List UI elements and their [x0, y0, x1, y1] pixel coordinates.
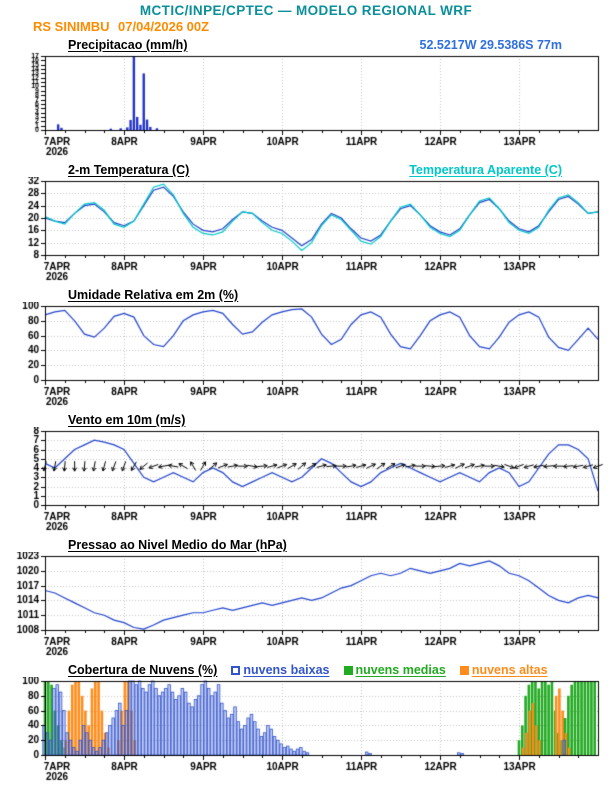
panel-title-precipitation: Precipitacao (mm/h) — [68, 38, 188, 52]
panel-wind-title-row: Vento em 10m (m/s) — [0, 410, 612, 427]
precipitation-chart-canvas — [0, 52, 612, 156]
panel-title-pressure: Pressao ao Nivel Medio do Mar (hPa) — [68, 538, 287, 552]
high-clouds-swatch-icon — [459, 665, 469, 675]
location-label: 52.5217W 29.5386S 77m — [419, 38, 562, 52]
panel-title-temperature: 2-m Temperatura (C) — [68, 163, 190, 177]
header: MCTIC/INPE/CPTEC — MODELO REGIONAL WRF R… — [0, 0, 612, 35]
panel-pressure: Pressao ao Nivel Medio do Mar (hPa) — [0, 535, 612, 660]
run-datetime-label: 07/04/2026 00Z — [118, 19, 210, 34]
temperature-chart-canvas — [0, 177, 612, 281]
header-title: MCTIC/INPE/CPTEC — MODELO REGIONAL WRF — [139, 3, 473, 18]
legend-item-mid-clouds: nuvens medias — [343, 663, 446, 677]
panel-title-clouds: Cobertura de Nuvens (%) — [68, 663, 218, 677]
panel-clouds-title-row: Cobertura de Nuvens (%) nuvens baixas nu… — [0, 660, 612, 677]
panel-humidity-title-row: Umidade Relativa em 2m (%) — [0, 285, 612, 302]
panel-title-wind: Vento em 10m (m/s) — [68, 413, 186, 427]
panel-precipitation: Precipitacao (mm/h) 52.5217W 29.5386S 77… — [0, 35, 612, 160]
humidity-chart-canvas — [0, 302, 612, 406]
panel-wind: Vento em 10m (m/s) — [0, 410, 612, 535]
panel-humidity: Umidade Relativa em 2m (%) — [0, 285, 612, 410]
wind-chart-canvas — [0, 427, 612, 531]
legend-item-high-clouds: nuvens altas — [459, 663, 548, 677]
low-clouds-swatch-icon — [231, 665, 241, 675]
legend-label-high-clouds: nuvens altas — [471, 663, 548, 677]
header-row: RS SINIMBU 07/04/2026 00Z — [0, 18, 612, 35]
clouds-chart-canvas — [0, 677, 612, 781]
legend-label-low-clouds: nuvens baixas — [243, 663, 330, 677]
panel-clouds: Cobertura de Nuvens (%) nuvens baixas nu… — [0, 660, 612, 785]
legend-label-mid-clouds: nuvens medias — [355, 663, 446, 677]
legend-item-low-clouds: nuvens baixas — [231, 663, 330, 677]
panel-temperature-title-row: 2-m Temperatura (C) Temperatura Aparente… — [0, 160, 612, 177]
panel-title-humidity: Umidade Relativa em 2m (%) — [68, 288, 239, 302]
pressure-chart-canvas — [0, 552, 612, 656]
apparent-temp-label: Temperatura Aparente (C) — [409, 163, 562, 177]
panel-precipitation-title-row: Precipitacao (mm/h) 52.5217W 29.5386S 77… — [0, 35, 612, 52]
panel-pressure-title-row: Pressao ao Nivel Medio do Mar (hPa) — [0, 535, 612, 552]
panel-temperature: 2-m Temperatura (C) Temperatura Aparente… — [0, 160, 612, 285]
station-label: RS SINIMBU — [33, 19, 110, 34]
mid-clouds-swatch-icon — [343, 665, 353, 675]
